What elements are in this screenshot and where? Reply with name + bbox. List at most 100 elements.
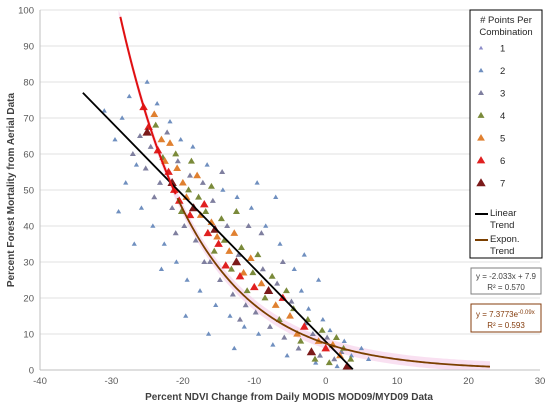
point-3-35 <box>201 258 208 265</box>
point-2-35 <box>334 363 340 369</box>
point-3-21 <box>259 266 266 272</box>
point-2-9 <box>154 100 160 106</box>
point-2-48 <box>301 252 307 257</box>
point-2-29 <box>291 266 297 271</box>
point-3-30 <box>324 334 331 340</box>
legend-marker-7 <box>476 178 486 187</box>
point-2-4 <box>126 93 132 99</box>
point-5-3 <box>166 139 174 146</box>
point-3-7 <box>174 158 181 164</box>
point-3-13 <box>209 197 216 203</box>
point-2-27 <box>277 241 283 246</box>
legend-label-6: 6 <box>500 156 505 167</box>
point-2-5 <box>133 162 140 167</box>
point-5-0 <box>150 110 159 118</box>
point-4-13 <box>232 208 240 214</box>
point-5-5 <box>178 178 187 186</box>
point-2-14 <box>184 277 190 282</box>
point-3-19 <box>245 222 252 229</box>
point-2-25 <box>263 223 269 228</box>
expon-equation-base: y = 7.3773e <box>476 310 519 319</box>
point-5-11 <box>225 247 234 254</box>
legend-marker-2 <box>478 67 484 73</box>
x-tick-label-20: 20 <box>463 376 474 387</box>
point-3-36 <box>219 168 226 175</box>
point-2-26 <box>270 342 276 347</box>
point-4-9 <box>210 247 218 254</box>
point-4-30 <box>347 355 355 362</box>
point-2-42 <box>158 266 165 271</box>
point-2-1 <box>112 136 118 142</box>
point-2-19 <box>220 187 226 192</box>
linear-equation-box: y = -2.033x + 7.9 R² = 0.570 <box>470 267 542 295</box>
point-3-4 <box>157 179 163 185</box>
expon-r2: R² = 0.593 <box>487 321 525 330</box>
point-3-1 <box>137 132 143 139</box>
legend-linear-label-1: Linear <box>490 208 516 219</box>
point-2-3 <box>123 180 129 185</box>
expon-trendline-lower <box>176 197 491 368</box>
point-3-11 <box>199 179 206 185</box>
legend-expon-label-1: Expon. <box>490 234 520 245</box>
legend-expon-label-2: Trend <box>490 246 514 257</box>
legend-marker-1 <box>478 45 484 50</box>
x-tick-label-0: 0 <box>323 376 328 387</box>
legend-title-line-1: # Points Per <box>480 15 532 26</box>
point-2-21 <box>234 194 240 199</box>
legend-label-7: 7 <box>500 179 505 190</box>
point-2-38 <box>358 345 365 351</box>
point-2-30 <box>298 288 305 293</box>
point-3-37 <box>237 316 243 322</box>
legend-frame <box>469 9 543 259</box>
point-2-34 <box>327 327 333 333</box>
point-5-16 <box>271 301 280 308</box>
point-3-38 <box>258 230 265 236</box>
point-4-3 <box>177 208 185 214</box>
point-4-11 <box>220 236 228 243</box>
point-2-47 <box>273 194 279 199</box>
point-6-11 <box>235 272 245 280</box>
point-2-44 <box>205 331 212 336</box>
expon-equation-box: y = 7.3773e-0.09x R² = 0.593 <box>470 303 542 333</box>
point-4-12 <box>227 265 235 272</box>
point-3-10 <box>192 237 199 243</box>
data-points <box>101 79 372 370</box>
point-4-17 <box>254 251 262 258</box>
x-tick-label--10: -10 <box>247 376 261 387</box>
point-6-14 <box>299 322 309 330</box>
point-2-31 <box>305 306 312 311</box>
point-5-13 <box>239 268 248 276</box>
y-tick-label-90: 90 <box>23 42 34 53</box>
point-4-7 <box>202 208 210 214</box>
y-tick-label-80: 80 <box>23 78 34 89</box>
point-2-46 <box>254 180 260 185</box>
y-tick-label-20: 20 <box>23 294 34 305</box>
legend-label-5: 5 <box>500 134 505 145</box>
point-2-16 <box>197 288 203 293</box>
point-4-2 <box>172 150 180 157</box>
point-2-23 <box>248 205 255 210</box>
point-4-4 <box>185 186 193 193</box>
point-4-19 <box>268 272 276 279</box>
legend-marker-6 <box>476 156 486 164</box>
legend-label-2: 2 <box>500 66 505 77</box>
point-3-2 <box>142 165 149 171</box>
point-3-18 <box>242 302 249 308</box>
point-3-24 <box>281 334 288 340</box>
point-2-17 <box>204 162 210 167</box>
y-tick-label-60: 60 <box>23 150 34 161</box>
point-3-33 <box>151 194 158 200</box>
point-4-16 <box>249 269 257 276</box>
point-2-37 <box>348 352 355 358</box>
point-3-31 <box>331 356 338 362</box>
point-3-28 <box>309 330 316 337</box>
point-6-12 <box>249 282 259 291</box>
point-4-8 <box>207 182 215 189</box>
x-tick-label--20: -20 <box>176 376 190 387</box>
point-2-39 <box>365 356 372 361</box>
legend-entries: 1 2 3 4 5 6 7 <box>476 44 505 190</box>
point-5-15 <box>257 279 266 287</box>
point-2-49 <box>315 277 322 282</box>
point-5-6 <box>182 193 191 200</box>
legend-marker-3 <box>478 89 484 96</box>
